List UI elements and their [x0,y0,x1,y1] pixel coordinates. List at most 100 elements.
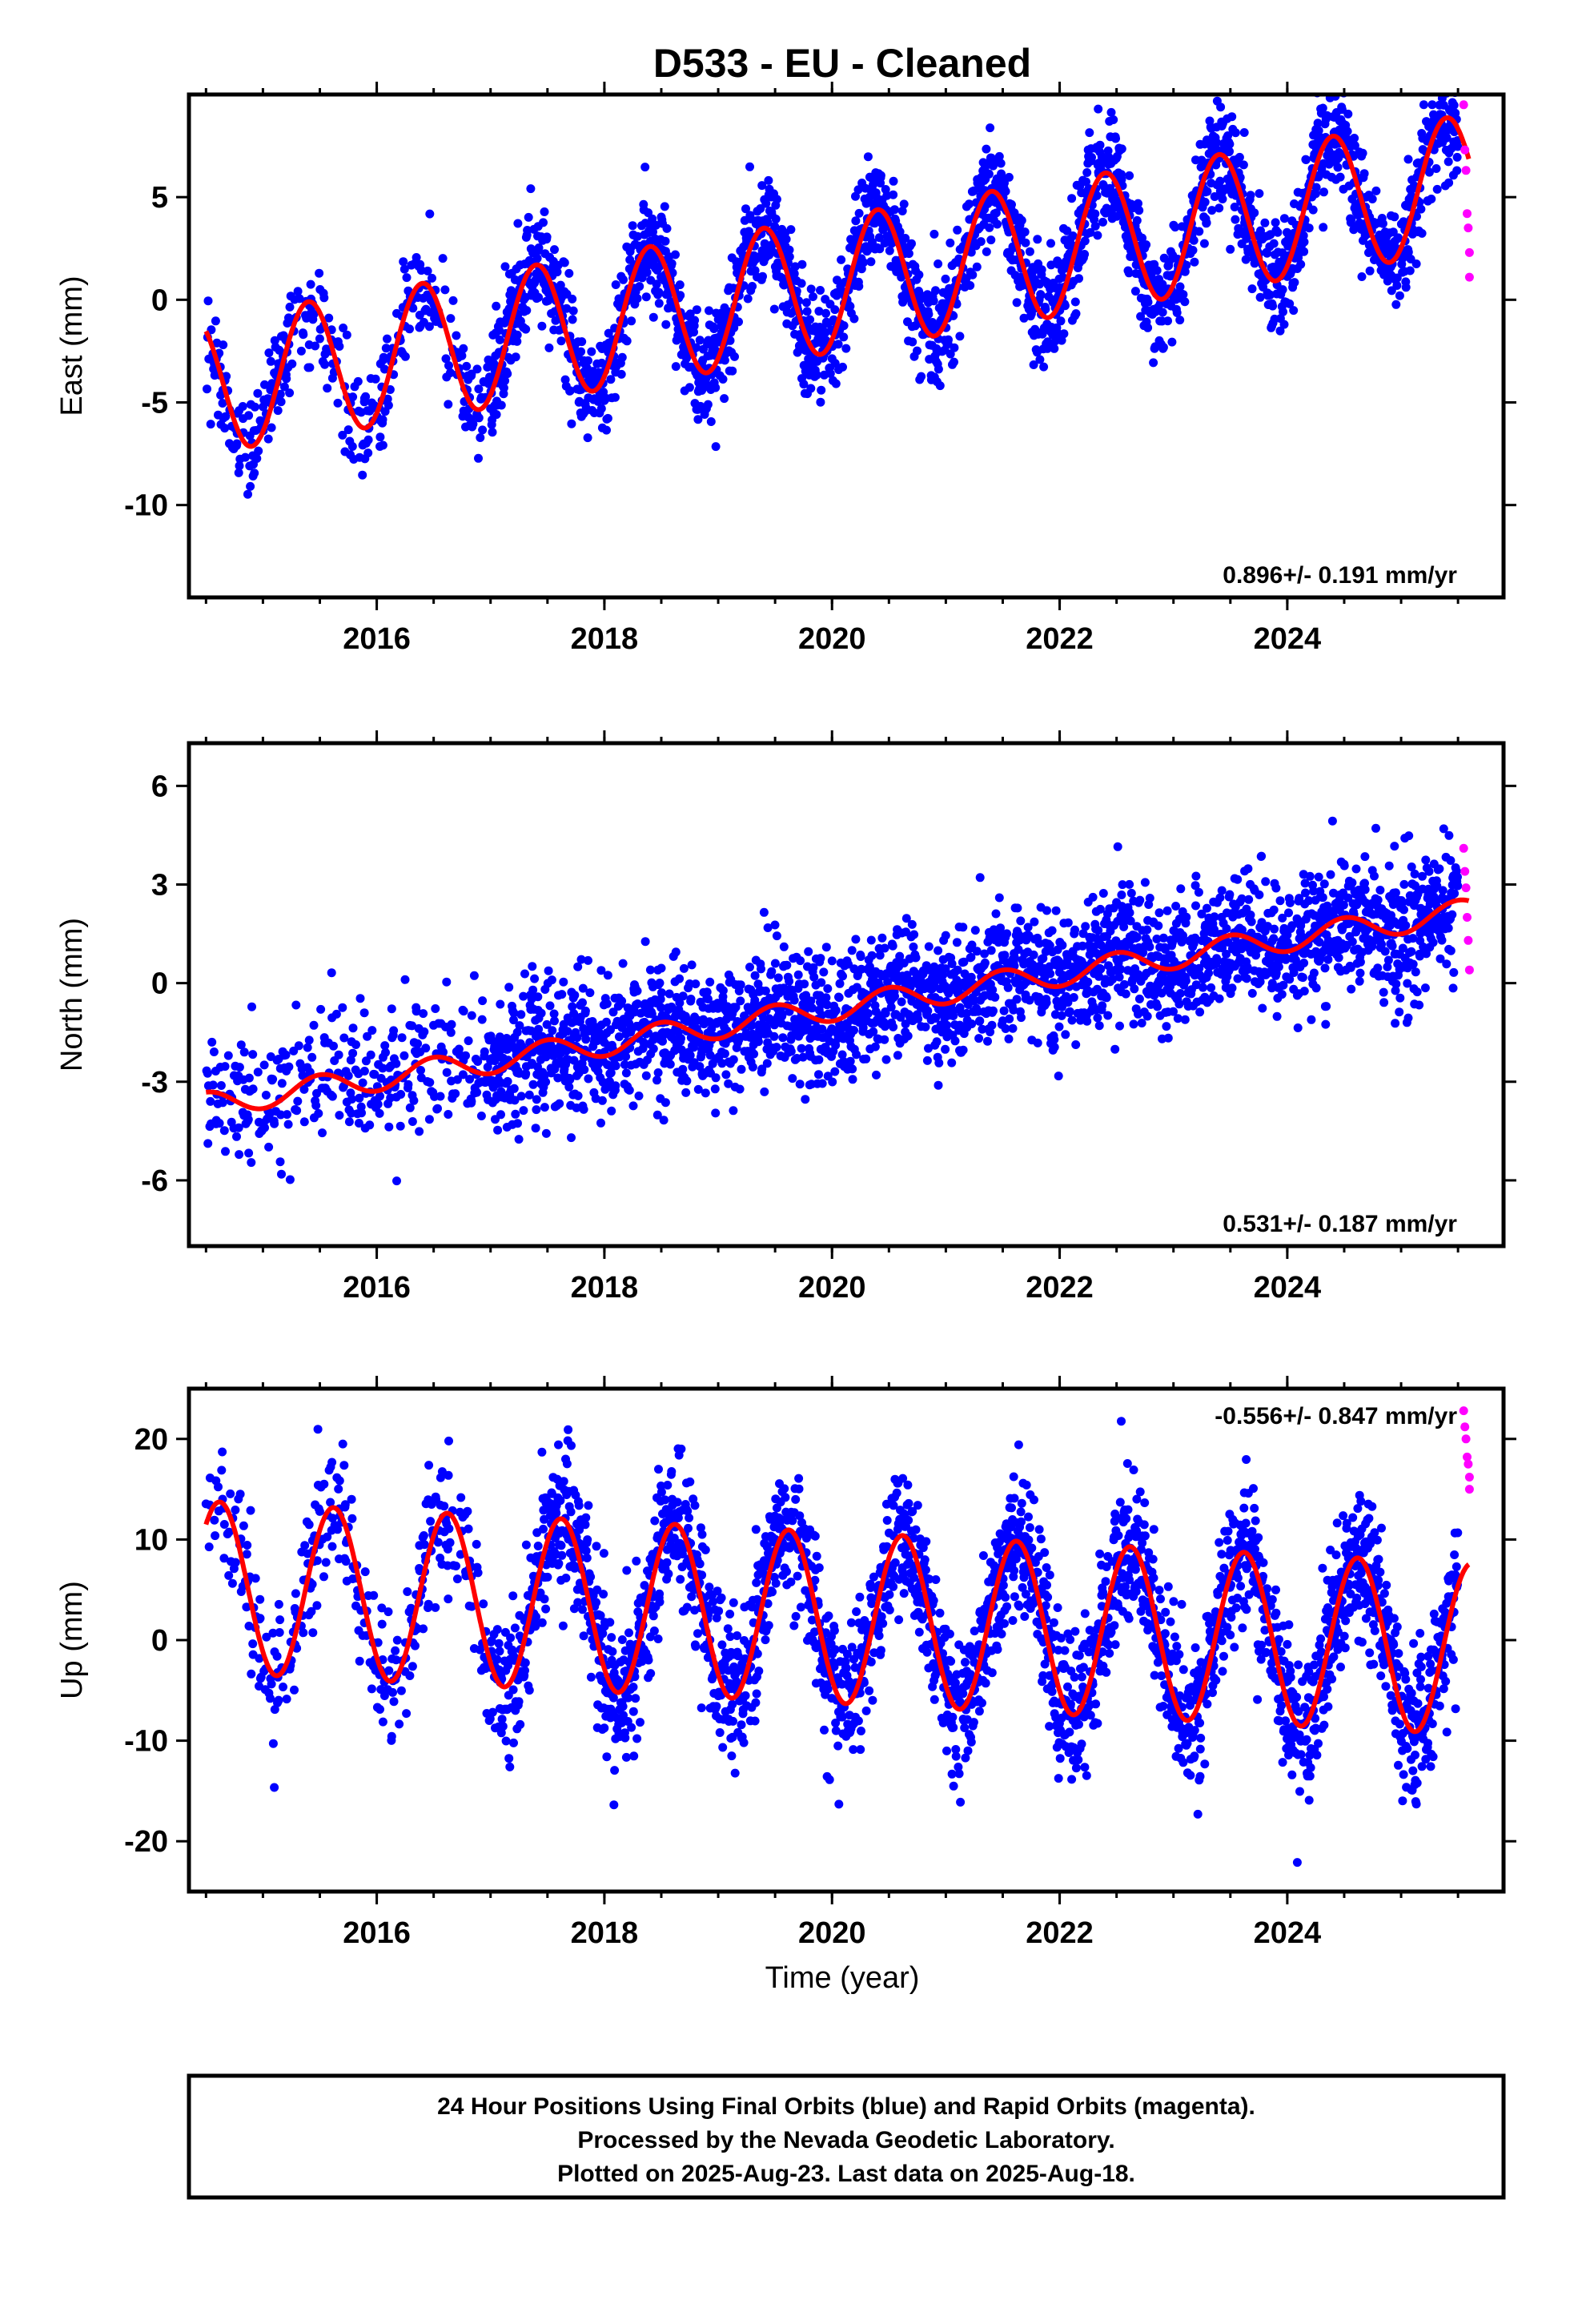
east-final-point [821,308,830,318]
east-final-point [1142,240,1151,250]
north-final-point [1081,922,1090,931]
north-final-point [270,1119,279,1128]
east-final-point [711,383,721,392]
north-final-point [496,999,505,1009]
east-final-point [526,184,536,194]
north-final-point [718,986,728,995]
east-final-point [1158,279,1167,289]
east-final-point [207,325,216,335]
east-final-point [203,296,213,306]
east-final-point [342,330,351,340]
north-final-point [363,1031,372,1041]
east-final-point [1136,312,1146,321]
east-final-point [875,244,885,254]
north-final-point [861,1054,871,1063]
east-final-point [641,292,651,302]
east-final-point [1299,237,1309,247]
east-final-point [837,255,846,264]
north-final-point [1142,1011,1152,1021]
east-final-point [976,237,986,247]
east-final-point [1056,316,1066,326]
east-final-point [440,285,450,295]
north-final-point [1113,842,1122,851]
east-final-point [652,279,661,289]
north-final-point [480,1047,489,1056]
east-final-point [234,468,243,477]
north-final-point [260,1123,269,1132]
east-final-point [1090,209,1100,219]
east-final-point [913,346,921,356]
east-final-point [632,294,642,304]
east-final-point [1279,320,1289,329]
east-final-point [816,397,825,407]
north-final-point [259,1060,269,1070]
north-final-point [555,1099,564,1108]
north-final-point [248,1050,258,1059]
north-final-point [335,1111,344,1120]
east-final-point [1391,300,1401,309]
east-final-point [741,204,750,214]
east-final-point [941,274,950,283]
north-final-point [375,1108,384,1118]
east-final-point [770,222,780,231]
north-final-point [702,987,712,997]
north-final-point [359,1067,369,1076]
east-final-point [1080,236,1090,246]
north-final-point [534,1024,544,1034]
east-final-point [703,400,713,409]
east-final-point [1167,337,1177,347]
east-final-point [381,344,391,353]
east-rapid-point [1464,247,1474,257]
east-final-point [320,360,330,369]
east-final-point [244,411,254,420]
east-rapid-point [1460,145,1470,155]
north-final-point [559,1019,568,1029]
north-final-point [573,1091,583,1100]
east-final-point [1278,285,1287,295]
north-final-point [782,960,792,970]
north-final-point [404,1080,413,1089]
east-final-point [273,406,283,416]
north-final-point [711,1108,721,1118]
north-final-point [581,1035,591,1044]
east-final-point [1149,358,1158,368]
east-final-point [1301,155,1311,164]
east-final-point [1182,260,1191,270]
east-final-point [1175,316,1185,325]
east-final-point [1125,171,1134,180]
north-final-point [370,1070,379,1080]
east-final-point [709,324,719,333]
east-final-point [799,380,809,389]
east-final-point [1218,195,1227,203]
east-final-point [1419,100,1428,110]
east-final-point [459,344,468,353]
east-final-point [383,334,391,344]
east-final-point [1392,281,1402,290]
east-final-point [1196,163,1206,172]
north-final-point [632,986,642,995]
north-final-point [1061,1030,1070,1039]
east-final-point [472,364,482,374]
east-final-point [1266,290,1275,300]
east-final-point [1035,355,1045,364]
east-final-point [400,264,409,274]
east-final-point [885,246,894,255]
east-final-point [408,304,418,313]
north-final-point [509,1084,519,1093]
east-final-point [1443,157,1453,167]
north-final-point [1046,969,1055,979]
east-final-point [1211,138,1221,147]
east-final-point [299,330,308,340]
east-final-point [1080,250,1090,259]
north-final-point [821,993,831,1003]
east-final-point [1215,203,1224,213]
east-final-point [1070,297,1080,307]
east-final-point [929,296,938,306]
north-final-point [442,977,452,987]
north-final-point [580,1065,589,1075]
north-final-point [831,1006,841,1015]
north-final-point [596,966,606,975]
east-final-point [924,309,934,319]
north-final-point [903,1031,913,1041]
east-final-point [1279,214,1289,223]
